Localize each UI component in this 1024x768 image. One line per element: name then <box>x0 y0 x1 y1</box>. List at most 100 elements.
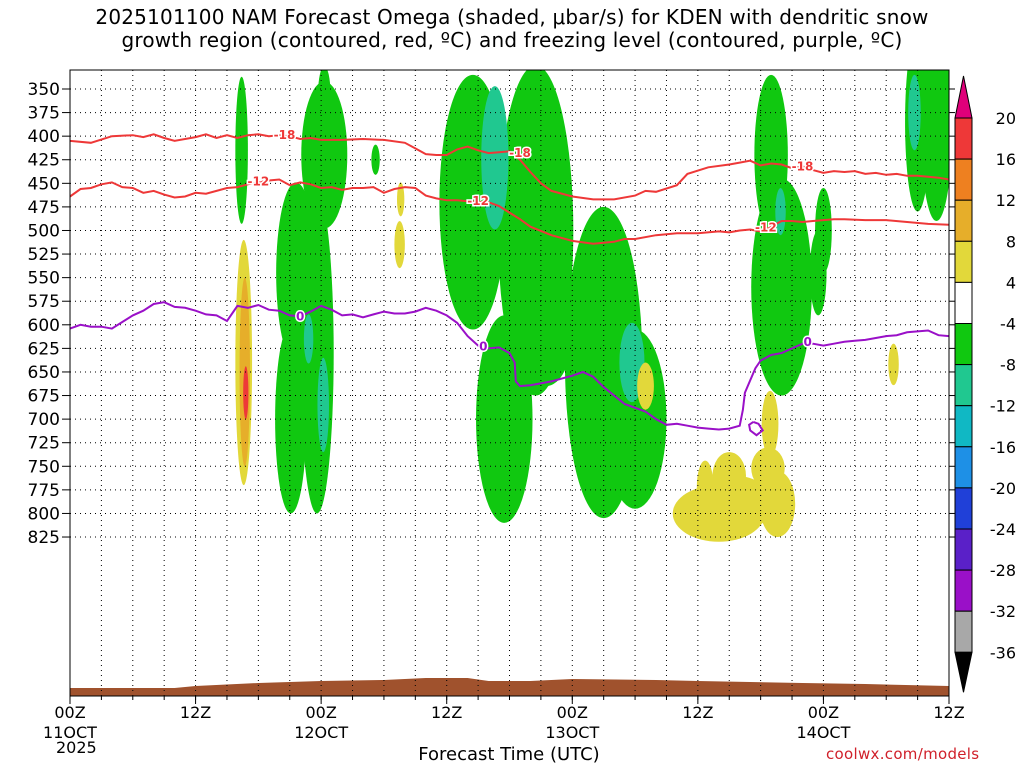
y-tick-label: 475 <box>28 198 60 218</box>
contour-line-2 <box>70 301 949 431</box>
omega-region-2-11 <box>888 343 899 386</box>
x-tick-label-date: 11OCT <box>43 723 97 742</box>
y-tick-label: 500 <box>28 221 60 241</box>
omega-region-4-0 <box>243 366 249 420</box>
colorbar-label: -4 <box>1000 315 1016 334</box>
colorbar-label: 4 <box>1006 273 1016 292</box>
omega-region-0-12 <box>555 131 569 198</box>
colorbar-label: 20 <box>996 109 1016 128</box>
x-tick-label-time: 00Z <box>305 703 336 722</box>
credit-link[interactable]: coolwx.com/models <box>826 745 980 763</box>
y-tick-label: 400 <box>28 127 60 147</box>
colorbar-bin <box>954 446 973 489</box>
colorbar-label: -24 <box>990 520 1016 539</box>
colorbar-bin <box>954 610 973 653</box>
y-tick-label: 675 <box>28 387 60 407</box>
contour-label-1-0: -12 <box>248 174 270 188</box>
x-tick-label-time: 12Z <box>431 703 462 722</box>
y-tick-label: 625 <box>28 339 60 359</box>
colorbar-bin <box>954 364 973 407</box>
colorbar-label: -36 <box>990 643 1016 662</box>
x-tick-label-time: 12Z <box>682 703 713 722</box>
colorbar-label: -12 <box>990 397 1016 416</box>
x-tick-label-time: 12Z <box>180 703 211 722</box>
colorbar: 20 16 12 8 4 -4 -8 -12 -16 -20 -24 -28 -32 -36 <box>954 75 1016 693</box>
contour-label-0-0: -18 <box>274 128 296 142</box>
x-tick-label-date: 13OCT <box>545 723 599 742</box>
contour-label-1-2: -12 <box>755 221 777 235</box>
y-tick-label: 525 <box>28 245 60 265</box>
y-tick-label: 825 <box>28 528 60 548</box>
y-tick-label: 700 <box>28 410 60 430</box>
omega-region-1-5 <box>908 74 921 151</box>
y-tick-label: 350 <box>28 80 60 100</box>
colorbar-bin <box>954 158 973 201</box>
colorbar-bin <box>954 405 973 448</box>
contour-label-2-0: 0 <box>296 309 304 323</box>
colorbar-label: -28 <box>990 561 1016 580</box>
omega-region-0-9 <box>485 334 503 391</box>
y-tick-label: 600 <box>28 316 60 336</box>
y-tick-label: 750 <box>28 457 60 477</box>
colorbar-label: 8 <box>1006 232 1016 251</box>
contour-label-0-2: -18 <box>792 159 814 173</box>
omega-region-1-0 <box>481 86 509 230</box>
y-tick-label: 450 <box>28 174 60 194</box>
colorbar-bin <box>954 528 973 571</box>
chart-title-line-2: growth region (contoured, red, ºC) and f… <box>121 28 903 52</box>
colorbar-label: 16 <box>996 150 1016 169</box>
omega-region-1-4 <box>775 188 786 236</box>
year-label: 2025 <box>56 738 97 757</box>
x-tick-label-time: 12Z <box>933 703 964 722</box>
colorbar-bin <box>954 569 973 612</box>
x-axis-label: Forecast Time (UTC) <box>418 744 600 765</box>
contour-line-1 <box>70 178 949 245</box>
colorbar-bin <box>954 323 973 366</box>
x-tick-label-time: 00Z <box>557 703 588 722</box>
contour-label-1-1: -12 <box>467 194 489 208</box>
omega-region-2-3 <box>637 362 654 410</box>
colorbar-label: 12 <box>996 191 1016 210</box>
y-tick-label: 650 <box>28 363 60 383</box>
y-tick-label: 425 <box>28 151 60 171</box>
colorbar-bin <box>954 281 973 324</box>
y-tick-label: 575 <box>28 292 60 312</box>
colorbar-label: -32 <box>990 602 1016 621</box>
colorbar-label: -8 <box>1000 356 1016 375</box>
contour-line-0 <box>70 133 949 201</box>
contour-line-3 <box>747 420 765 437</box>
x-tick-label-time: 00Z <box>808 703 839 722</box>
y-tick-label: 375 <box>28 104 60 124</box>
omega-region-0-16 <box>751 178 812 396</box>
colorbar-bin <box>954 117 973 160</box>
contour-label-0-1: -18 <box>509 146 531 160</box>
y-tick-label: 800 <box>28 504 60 524</box>
y-tick-label: 725 <box>28 434 60 454</box>
terrain-ground <box>70 678 949 696</box>
colorbar-bin <box>954 199 973 242</box>
omega-region-2-9 <box>761 390 779 457</box>
y-axis: 350 375 400 425 450 475 500 525 550 575 600 625 650 6… <box>28 80 955 548</box>
y-tick-label: 775 <box>28 481 60 501</box>
colorbar-bin-top <box>954 75 973 119</box>
omega-region-0-4 <box>301 81 348 229</box>
colorbar-label: -16 <box>990 438 1016 457</box>
omega-region-0-20 <box>920 70 949 222</box>
omega-shading-layer <box>235 70 949 542</box>
omega-region-2-1 <box>394 221 405 269</box>
x-tick-label-time: 00Z <box>54 703 85 722</box>
omega-region-1-2 <box>317 357 329 453</box>
omega-region-2-10 <box>759 470 796 538</box>
chart-title-line-1: 2025101100 NAM Forecast Omega (shaded, μ… <box>95 5 929 29</box>
colorbar-bin <box>954 487 973 530</box>
contour-label-2-2: 0 <box>804 335 812 349</box>
colorbar-bin <box>954 240 973 283</box>
x-tick-label-date: 12OCT <box>294 723 348 742</box>
omega-region-1-1 <box>303 314 314 364</box>
omega-region-2-2 <box>397 182 405 217</box>
omega-region-0-5 <box>318 70 331 123</box>
contour-label-2-1: 0 <box>479 339 487 353</box>
terrain-layer <box>70 678 949 696</box>
